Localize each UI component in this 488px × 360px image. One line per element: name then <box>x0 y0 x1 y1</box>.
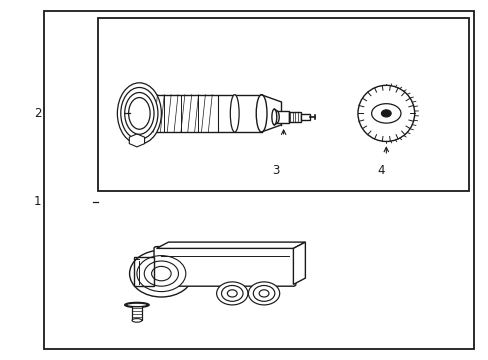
Ellipse shape <box>126 303 147 307</box>
FancyBboxPatch shape <box>154 247 295 286</box>
Ellipse shape <box>132 319 142 322</box>
Ellipse shape <box>230 95 239 132</box>
Circle shape <box>216 282 247 305</box>
Text: 1: 1 <box>34 195 41 208</box>
Ellipse shape <box>124 302 149 307</box>
Bar <box>288 112 300 122</box>
Circle shape <box>137 256 185 292</box>
Ellipse shape <box>271 109 276 125</box>
Circle shape <box>151 266 171 281</box>
Polygon shape <box>156 242 305 248</box>
Circle shape <box>221 285 243 301</box>
Circle shape <box>129 250 193 297</box>
Circle shape <box>381 110 390 117</box>
Ellipse shape <box>273 111 279 123</box>
Text: 3: 3 <box>272 165 280 177</box>
Ellipse shape <box>357 85 414 141</box>
Text: 2: 2 <box>34 107 41 120</box>
Ellipse shape <box>117 83 161 144</box>
Bar <box>132 305 142 320</box>
Text: 4: 4 <box>377 165 385 177</box>
Bar <box>44 11 473 349</box>
Polygon shape <box>129 134 144 147</box>
Ellipse shape <box>124 93 154 134</box>
Circle shape <box>253 285 274 301</box>
Bar <box>276 111 288 123</box>
Circle shape <box>248 282 279 305</box>
Ellipse shape <box>121 87 158 139</box>
Circle shape <box>227 290 237 297</box>
Polygon shape <box>293 242 305 284</box>
Bar <box>300 114 309 120</box>
Ellipse shape <box>256 95 266 132</box>
Circle shape <box>144 261 178 286</box>
Ellipse shape <box>128 98 150 129</box>
Circle shape <box>259 290 268 297</box>
Bar <box>98 18 468 191</box>
Ellipse shape <box>371 104 400 123</box>
